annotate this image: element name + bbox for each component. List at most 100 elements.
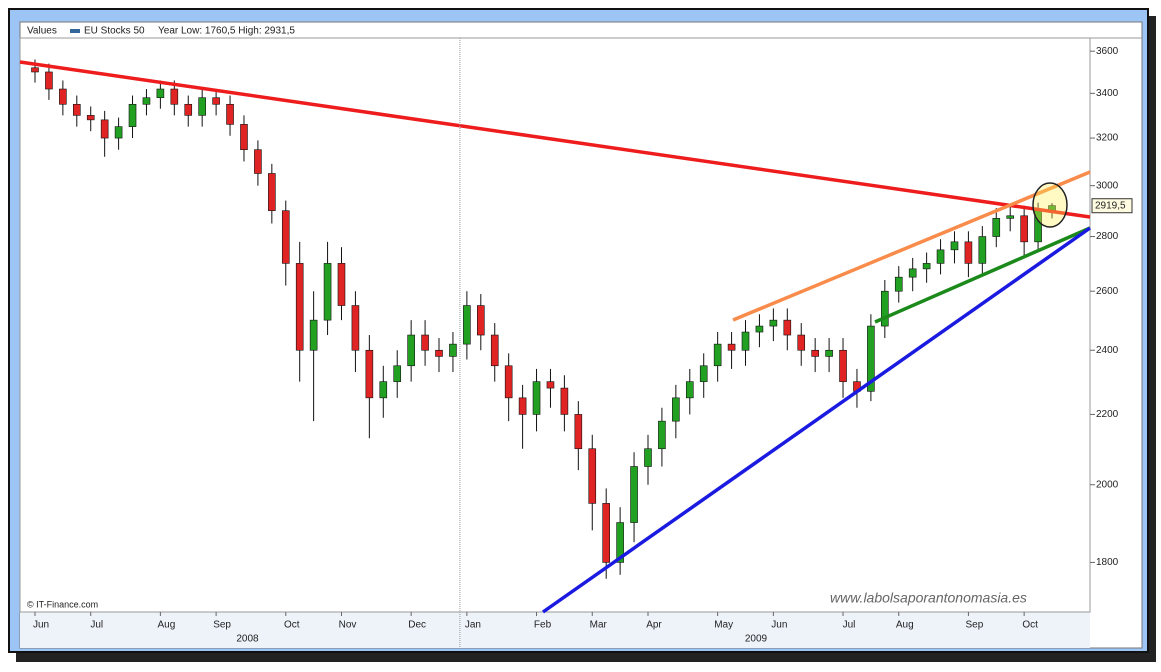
x-axis-band xyxy=(20,612,1090,648)
candle-body xyxy=(490,334,499,367)
candle-body xyxy=(908,268,917,278)
x-tick-label: Jun xyxy=(771,620,787,631)
x-tick-label: Oct xyxy=(1022,620,1038,631)
candle-body xyxy=(811,349,819,357)
y-tick-label: 3400 xyxy=(1096,88,1119,99)
candle-body xyxy=(184,103,193,116)
candle-body xyxy=(658,420,666,450)
candle-body xyxy=(477,305,485,336)
y-tick-label: 3200 xyxy=(1096,133,1119,144)
source: © IT-Finance.com xyxy=(27,599,98,609)
candle-body xyxy=(281,210,290,264)
trend-line xyxy=(19,60,1091,219)
candle-body xyxy=(867,325,875,392)
year-label: 2009 xyxy=(745,634,768,645)
candle-body xyxy=(699,365,708,382)
x-tick-label: May xyxy=(714,620,733,631)
y-tick-label: 3000 xyxy=(1096,180,1119,191)
plot-area xyxy=(19,37,1091,613)
candle-body xyxy=(992,218,1001,237)
candle-body xyxy=(72,103,81,116)
legend-label: Values xyxy=(27,26,57,37)
candle-body xyxy=(825,349,833,357)
y-tick-label: 2200 xyxy=(1096,409,1119,420)
candle-body xyxy=(295,263,304,351)
candle-body xyxy=(755,325,764,333)
x-tick-label: Sep xyxy=(966,620,984,631)
candle-body xyxy=(532,381,541,415)
candle-body xyxy=(672,397,680,422)
subtitle: Year Low: 1760,5 High: 2931,5 xyxy=(158,26,295,37)
candle-body xyxy=(226,103,234,125)
candle-body xyxy=(881,290,889,327)
x-tick-label: Apr xyxy=(646,620,662,631)
candle-body xyxy=(1006,215,1015,219)
year-label: 2008 xyxy=(236,634,259,645)
candle-body xyxy=(616,522,624,563)
x-tick-label: Aug xyxy=(157,620,175,631)
candle-body xyxy=(574,414,583,450)
candle-body xyxy=(86,115,95,121)
watermark: www.labolsaporantonomasia.es xyxy=(830,590,1027,606)
y-tick-label: 2400 xyxy=(1096,345,1119,356)
x-tick-label: Jul xyxy=(843,620,856,631)
candle-body xyxy=(644,448,652,467)
highlight-circle xyxy=(1032,182,1068,228)
candle-body xyxy=(922,263,931,270)
trend-line xyxy=(732,170,1091,322)
candle-body xyxy=(964,241,973,264)
candle-body xyxy=(337,263,346,306)
candle-body xyxy=(741,331,750,351)
trend-lines xyxy=(19,60,1092,614)
candle-body xyxy=(421,334,429,351)
candle-body xyxy=(504,365,513,399)
candle-body xyxy=(546,381,555,389)
y-tick-label: 1800 xyxy=(1096,557,1119,568)
candle-body xyxy=(156,88,165,99)
candle-body xyxy=(602,503,610,563)
candle-body xyxy=(783,319,792,336)
candle-body xyxy=(560,387,569,415)
candle-body xyxy=(727,343,736,351)
candles xyxy=(31,59,1056,579)
legend-entry: EU Stocks 50 xyxy=(84,26,145,37)
candle-body xyxy=(685,381,694,399)
candle-body xyxy=(59,88,67,105)
candle-body xyxy=(379,381,388,399)
y-tick-label: 2600 xyxy=(1096,286,1119,297)
candle-body xyxy=(463,305,471,345)
candle-body xyxy=(212,97,220,105)
x-tick-label: Jul xyxy=(90,620,103,631)
x-tick-label: Jan xyxy=(465,620,481,631)
x-tick-label: Sep xyxy=(213,620,231,631)
legend-swatch xyxy=(70,29,80,33)
candle-body xyxy=(268,173,276,211)
trend-line xyxy=(541,226,1092,614)
candle-body xyxy=(769,319,778,327)
candle-body xyxy=(198,97,206,116)
candle-body xyxy=(950,241,959,251)
candle-body xyxy=(1020,215,1028,243)
x-tick-label: Mar xyxy=(590,620,608,631)
last-price-box xyxy=(1091,198,1133,214)
x-tick-label: Oct xyxy=(284,620,300,631)
x-tick-label: Feb xyxy=(534,620,552,631)
candle-body xyxy=(407,334,415,367)
candle-body xyxy=(254,149,262,174)
candle-body xyxy=(978,236,987,264)
candle-body xyxy=(936,249,945,264)
x-tick-label: Nov xyxy=(339,620,357,631)
candle-body xyxy=(797,334,806,351)
x-tick-label: Aug xyxy=(896,620,914,631)
candle-body xyxy=(128,103,137,127)
candle-body xyxy=(100,119,109,139)
y-tick-label: 2800 xyxy=(1096,231,1119,242)
x-tick-label: Dec xyxy=(408,620,426,631)
candle-body xyxy=(240,124,248,150)
candle-body xyxy=(31,67,39,73)
candle-body xyxy=(142,97,151,105)
candle-body xyxy=(351,305,360,351)
candle-body xyxy=(449,343,457,357)
